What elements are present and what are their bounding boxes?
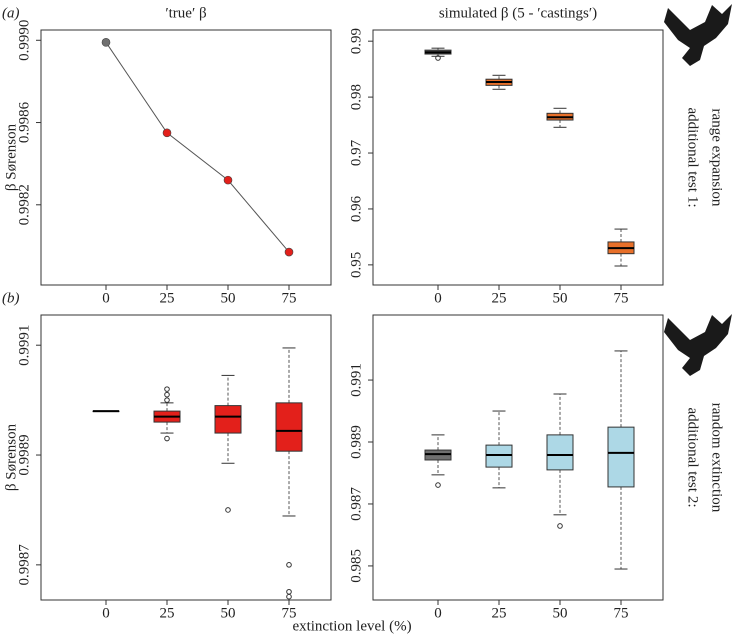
plot-frame (40, 29, 332, 286)
side-label: random extinction (709, 403, 725, 513)
outlier (286, 562, 292, 568)
x-tick-label: 25 (160, 290, 175, 306)
x-tick-label: 0 (102, 605, 110, 621)
plot-frame (40, 314, 332, 601)
eagle-icon (664, 4, 732, 66)
column-title: ′true′ β (165, 5, 206, 21)
x-tick-label: 75 (614, 290, 629, 306)
column-title: simulated β (5 - ′castings′) (439, 5, 597, 21)
y-tick-label: 0.9987 (16, 544, 32, 586)
box (546, 434, 574, 471)
x-tick-label: 75 (614, 605, 629, 621)
side-label: additional test 2: (685, 408, 701, 508)
y-axis-label: β Sørenson (3, 123, 19, 191)
line (105, 42, 290, 253)
x-tick-label: 0 (434, 605, 442, 621)
x-tick-label: 0 (102, 290, 110, 306)
outlier (164, 391, 170, 398)
box (275, 402, 303, 452)
y-axis-label: β Sørenson (3, 423, 19, 491)
box (607, 426, 635, 488)
point (223, 175, 233, 185)
x-tick-label: 50 (221, 605, 236, 621)
outlier (164, 386, 170, 392)
panel-label: (a) (2, 5, 20, 21)
y-tick-label: 0.96 (348, 195, 364, 222)
y-tick-label: 0.9991 (16, 325, 32, 366)
side-label: additional test 1: (685, 108, 701, 208)
x-tick-label: 75 (282, 290, 297, 306)
y-tick-label: 0.989 (348, 425, 364, 459)
panel-label: (b) (2, 290, 20, 306)
outlier (435, 482, 441, 488)
y-tick-label: 0.9982 (16, 184, 32, 225)
y-tick-label: 0.987 (348, 487, 364, 521)
side-label: range expansion (709, 109, 725, 207)
y-tick-label: 0.991 (348, 363, 364, 397)
eagle-icon (664, 314, 732, 376)
plot-frame (372, 314, 664, 601)
outlier (286, 588, 292, 595)
y-tick-label: 0.9989 (16, 434, 32, 475)
point (101, 38, 111, 47)
outlier (286, 593, 292, 600)
outlier (557, 523, 563, 529)
x-tick-label: 25 (492, 290, 507, 306)
y-tick-label: 0.97 (348, 139, 364, 166)
y-tick-label: 0.99 (348, 28, 364, 54)
box (214, 405, 242, 434)
y-tick-label: 0.9990 (16, 20, 32, 61)
point (162, 128, 172, 138)
point (284, 247, 294, 257)
x-tick-label: 25 (492, 605, 507, 621)
box (485, 444, 513, 468)
x-tick-label: 50 (553, 290, 568, 306)
x-tick-label: 0 (434, 290, 442, 306)
y-tick-label: 0.9986 (16, 101, 32, 143)
x-tick-label: 75 (282, 605, 297, 621)
outlier (435, 55, 441, 61)
y-tick-label: 0.985 (348, 549, 364, 583)
outlier (164, 435, 170, 442)
x-axis-label: extinction level (%) (292, 618, 411, 634)
x-tick-label: 50 (221, 290, 236, 306)
outlier (164, 397, 170, 403)
y-tick-label: 0.95 (348, 252, 364, 278)
y-tick-label: 0.98 (348, 84, 364, 110)
x-tick-label: 50 (553, 605, 568, 621)
x-tick-label: 25 (160, 605, 175, 621)
plot-frame (372, 29, 664, 286)
outlier (225, 507, 231, 513)
